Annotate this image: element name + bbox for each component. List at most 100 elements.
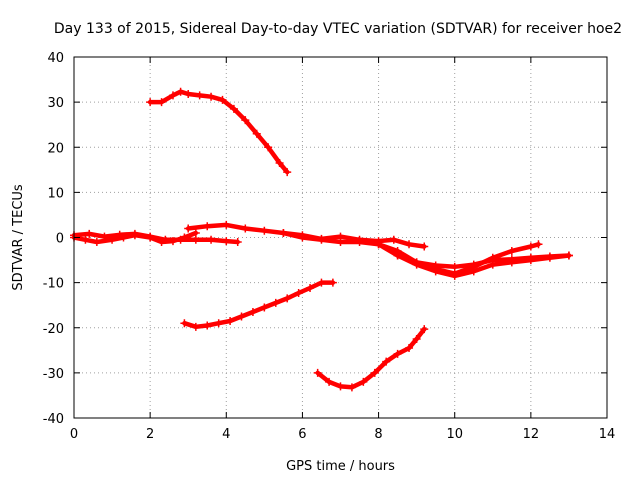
data-point xyxy=(325,377,334,386)
data-point xyxy=(184,224,193,233)
data-point xyxy=(260,303,269,312)
y-tick-label: 20 xyxy=(47,141,64,156)
y-tick-label: 10 xyxy=(47,186,64,201)
data-point xyxy=(214,319,223,328)
data-point xyxy=(389,235,398,244)
data-point xyxy=(191,228,200,237)
data-point xyxy=(526,253,535,262)
data-point xyxy=(229,104,238,113)
data-point xyxy=(431,261,440,270)
data-point xyxy=(279,228,288,237)
data-point xyxy=(283,294,292,303)
data-point xyxy=(176,87,185,96)
y-axis-label: SDTVAR / TECUs xyxy=(11,184,26,291)
data-point xyxy=(393,349,402,358)
data-point xyxy=(180,319,189,328)
data-point xyxy=(450,271,459,280)
data-point xyxy=(195,91,204,100)
x-tick-label: 12 xyxy=(523,427,540,442)
data-point xyxy=(264,143,273,152)
data-point xyxy=(222,220,231,229)
data-point xyxy=(534,240,543,249)
data-point xyxy=(405,344,414,353)
series-group xyxy=(70,87,573,392)
data-point xyxy=(146,232,155,241)
data-point xyxy=(168,91,177,100)
data-point xyxy=(233,238,242,247)
data-point xyxy=(271,298,280,307)
data-point xyxy=(191,235,200,244)
y-tick-label: 40 xyxy=(47,51,64,66)
data-point xyxy=(294,289,303,298)
y-tick-label: -10 xyxy=(43,277,64,292)
data-point xyxy=(420,325,429,334)
data-point xyxy=(241,116,250,125)
series-arc-lower-right-b xyxy=(395,253,572,270)
data-point xyxy=(488,256,497,265)
x-tick-label: 14 xyxy=(599,427,616,442)
data-point xyxy=(222,237,231,246)
data-point xyxy=(203,321,212,330)
data-point xyxy=(100,232,109,241)
data-point xyxy=(374,240,383,249)
chart-title: Day 133 of 2015, Sidereal Day-to-day VTE… xyxy=(54,21,622,37)
data-point xyxy=(203,222,212,231)
data-point xyxy=(412,335,421,344)
data-point xyxy=(237,312,246,321)
data-point xyxy=(275,159,284,168)
data-point xyxy=(207,92,216,101)
x-tick-label: 4 xyxy=(222,427,230,442)
y-tick-label: 30 xyxy=(47,96,64,111)
data-point xyxy=(405,240,414,249)
data-point xyxy=(157,98,166,107)
data-point xyxy=(306,284,315,293)
y-tick-label: -30 xyxy=(43,367,64,382)
data-point xyxy=(507,255,516,264)
data-point xyxy=(507,247,516,256)
data-point xyxy=(347,383,356,392)
data-point xyxy=(393,251,402,260)
data-point xyxy=(191,322,200,331)
data-point xyxy=(260,226,269,235)
data-point xyxy=(283,168,292,177)
data-point xyxy=(370,368,379,377)
data-point xyxy=(184,90,193,99)
x-tick-label: 6 xyxy=(298,427,306,442)
data-point xyxy=(130,229,139,238)
data-point xyxy=(469,267,478,276)
data-point xyxy=(564,251,573,260)
data-point xyxy=(226,316,235,325)
x-tick-label: 2 xyxy=(146,427,154,442)
data-point xyxy=(382,357,391,366)
y-tick-label: -40 xyxy=(43,412,64,427)
data-point xyxy=(469,260,478,269)
data-point xyxy=(85,229,94,238)
data-point xyxy=(146,98,155,107)
data-point xyxy=(545,252,554,261)
data-point xyxy=(317,278,326,287)
ticks: 0 2 4 6 8 10 12 14 -40 -30 -20 -10 0 10 20 30 40 xyxy=(43,51,616,442)
data-point xyxy=(317,234,326,243)
data-point xyxy=(336,382,345,391)
data-point xyxy=(115,230,124,239)
data-point xyxy=(336,232,345,241)
data-point xyxy=(328,278,337,287)
data-point xyxy=(412,258,421,267)
data-point xyxy=(92,238,101,247)
data-point xyxy=(298,231,307,240)
data-point xyxy=(526,242,535,251)
data-point xyxy=(241,224,250,233)
series-arc-upper xyxy=(147,89,290,175)
data-point xyxy=(161,235,170,244)
data-point xyxy=(355,235,364,244)
data-point xyxy=(218,95,227,104)
data-point xyxy=(248,307,257,316)
x-tick-label: 0 xyxy=(70,427,78,442)
data-point xyxy=(359,377,368,386)
y-tick-label: 0 xyxy=(56,232,64,247)
data-point xyxy=(176,235,185,244)
data-point xyxy=(207,235,216,244)
data-point xyxy=(450,262,459,271)
x-tick-label: 10 xyxy=(446,427,463,442)
